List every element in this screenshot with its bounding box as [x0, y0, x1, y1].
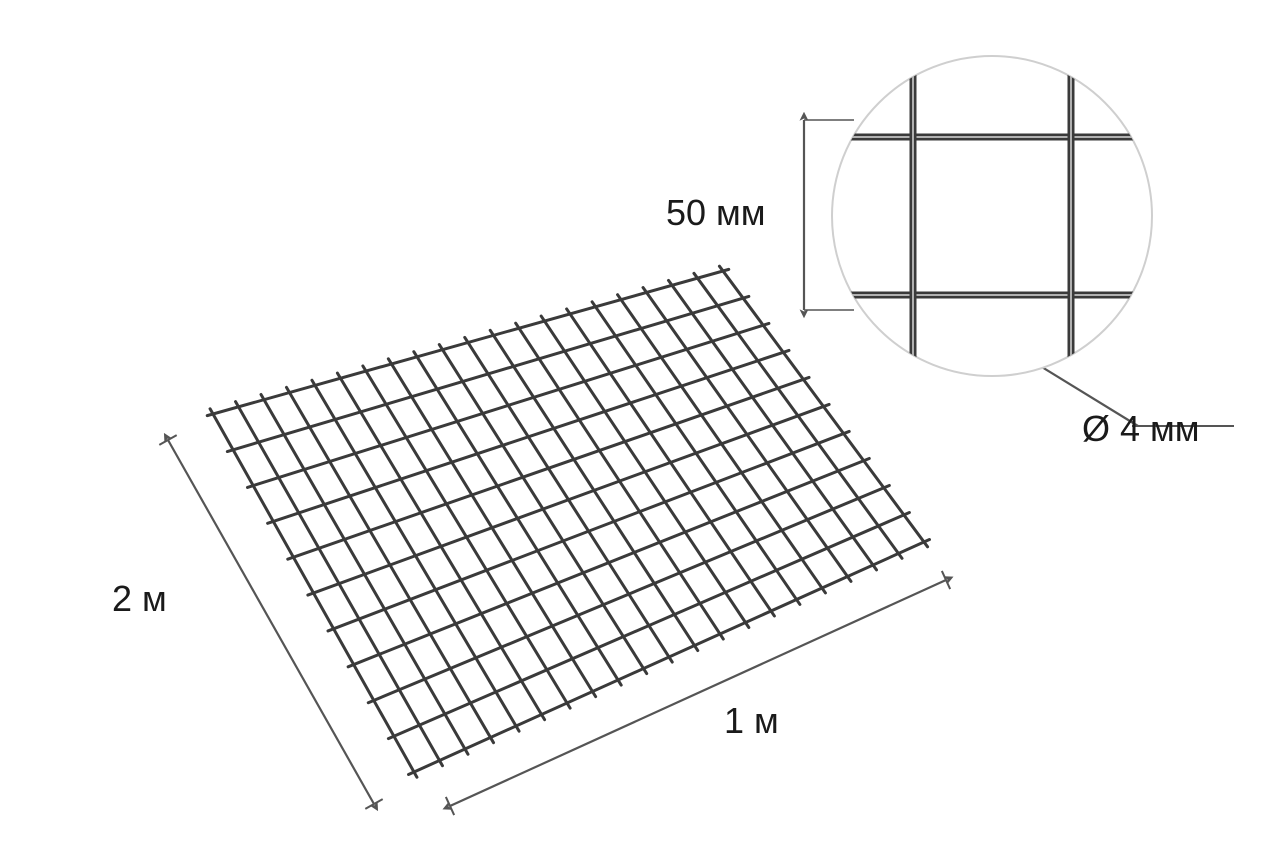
cell-size-label: 50 мм	[666, 192, 766, 234]
width-label: 1 м	[724, 700, 779, 742]
length-label: 2 м	[112, 578, 167, 620]
wire-diameter-label: Ø 4 мм	[1082, 408, 1200, 450]
diagram-stage: 2 м 1 м 50 мм Ø 4 мм	[0, 0, 1280, 868]
